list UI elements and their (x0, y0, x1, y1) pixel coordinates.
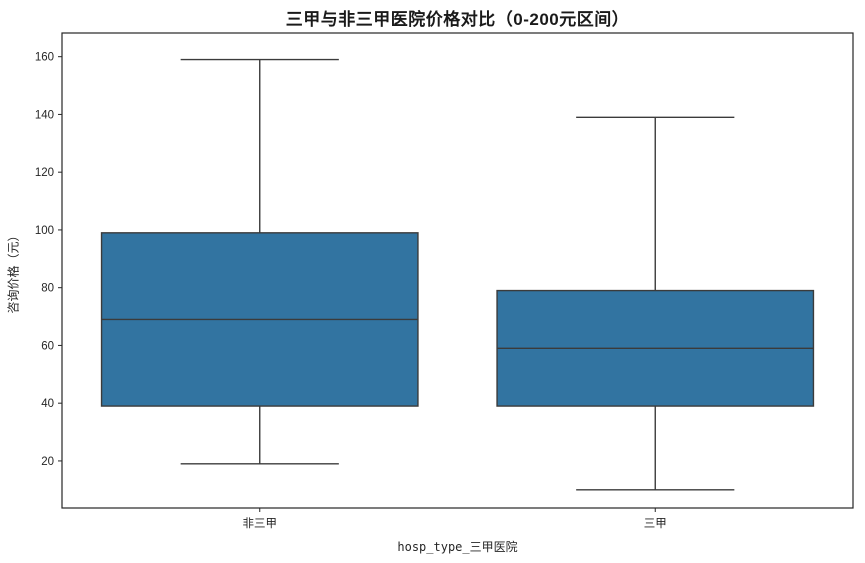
y-tick-label: 80 (41, 283, 54, 295)
chart-title: 三甲与非三甲医院价格对比（0-200元区间） (285, 10, 630, 29)
y-tick-label: 140 (35, 109, 54, 121)
y-tick-label: 160 (35, 52, 54, 64)
x-axis-label: hosp_type_三甲医院 (397, 540, 518, 554)
y-tick-label: 60 (41, 340, 54, 352)
y-tick-label: 40 (41, 398, 54, 410)
x-tick-label: 非三甲 (243, 517, 278, 530)
y-axis-label: 咨询价格（元） (6, 229, 21, 314)
y-tick-label: 20 (41, 456, 54, 468)
x-tick-label: 三甲 (644, 518, 667, 530)
y-tick-label: 100 (35, 225, 54, 237)
y-tick-label: 120 (35, 167, 54, 179)
plot-frame (61, 32, 854, 509)
